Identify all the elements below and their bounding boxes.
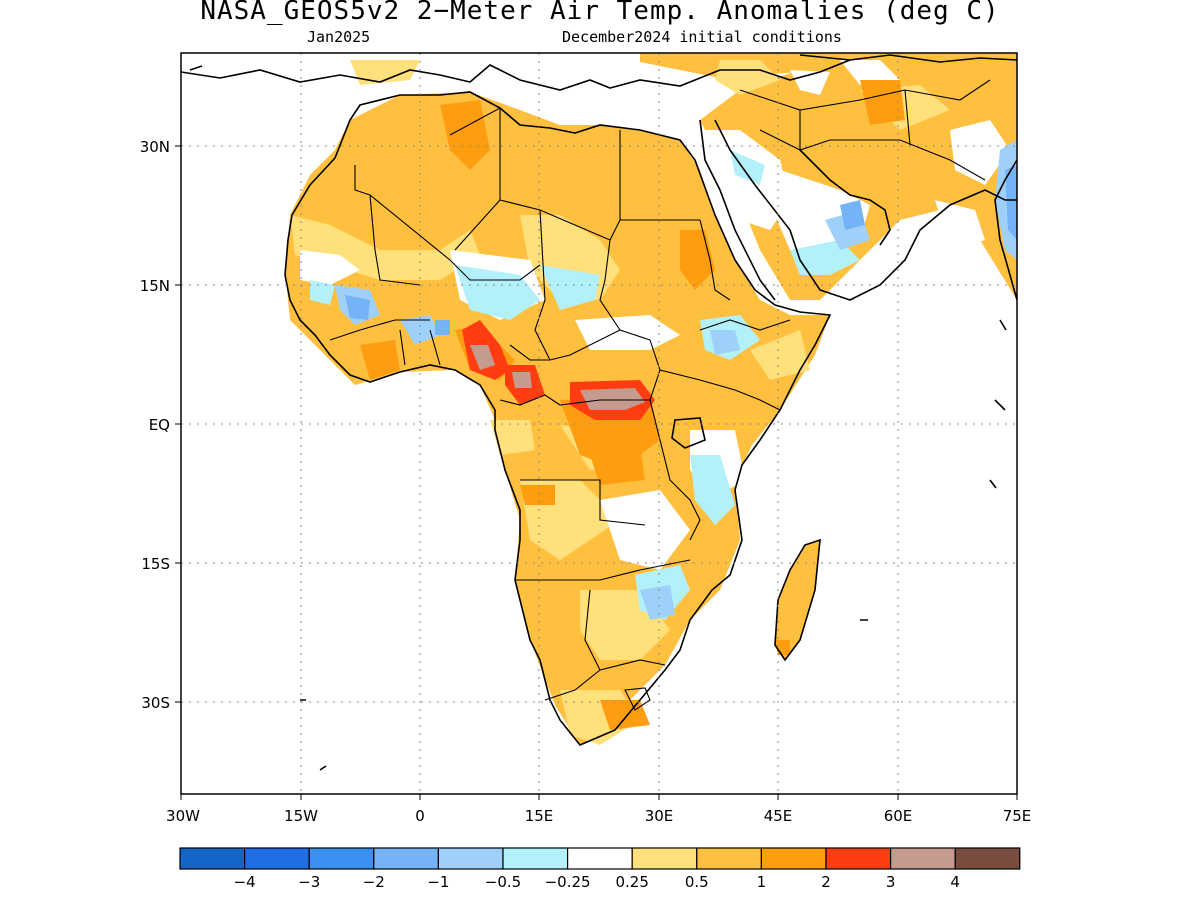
colorbar-label: −0.5 [485, 873, 521, 891]
map-plot-area [181, 53, 1017, 794]
lat-axis: 30N 15N EQ 15S 30S [140, 138, 181, 712]
colorbar-label: 4 [950, 873, 960, 891]
colorbar-label: 3 [886, 873, 896, 891]
colorbar-swatch [825, 847, 892, 870]
lat-tick-15n: 15N [140, 277, 170, 295]
colorbar-label: −0.25 [545, 873, 591, 891]
colorbar-label: 0.25 [615, 873, 648, 891]
lon-tick-30w: 30W [166, 807, 200, 825]
colorbar-swatch [889, 847, 956, 870]
lon-tick-15e: 15E [525, 807, 554, 825]
colorbar-swatch [308, 847, 375, 870]
colorbar-swatch [437, 847, 504, 870]
lon-tick-0: 0 [415, 807, 425, 825]
colorbar-swatch [954, 847, 1021, 870]
init-conditions-label: December2024 initial conditions [562, 28, 842, 46]
colorbar-label: −4 [234, 873, 256, 891]
colorbar-label: −1 [427, 873, 449, 891]
anomaly-3-4-zones [470, 345, 645, 410]
valid-month-label: Jan2025 [307, 28, 371, 46]
map-title: NASA_GEOS5v2 2−Meter Air Temp. Anomalies… [200, 0, 1000, 26]
coastlines [181, 54, 1017, 771]
lon-tick-75e: 75E [1003, 807, 1032, 825]
colorbar: −4 −3 −2 −1 −0.5 −0.25 0.25 0.5 1 2 3 4 [179, 847, 1021, 891]
colorbar-swatch [179, 847, 246, 870]
lon-tick-30e: 30E [645, 807, 674, 825]
colorbar-label: 0.5 [685, 873, 709, 891]
lon-tick-45e: 45E [764, 807, 793, 825]
colorbar-swatch [566, 847, 633, 870]
lon-tick-60e: 60E [884, 807, 913, 825]
lon-axis: 30W 15W 0 15E 30E 45E 60E 75E [166, 794, 1031, 825]
colorbar-swatch [502, 847, 569, 870]
colorbar-swatch [631, 847, 698, 870]
colorbar-label: 1 [757, 873, 767, 891]
map-gridlines [181, 53, 1017, 794]
lat-tick-30s: 30S [141, 694, 170, 712]
colorbar-swatch [696, 847, 762, 870]
colorbar-swatch [244, 847, 310, 870]
colorbar-swatch [373, 847, 439, 870]
lat-tick-eq: EQ [149, 416, 170, 434]
colorbar-label: 2 [821, 873, 831, 891]
country-borders [329, 79, 991, 711]
colorbar-label: −2 [363, 873, 385, 891]
lat-tick-15s: 15S [141, 555, 170, 573]
lat-tick-30n: 30N [140, 138, 170, 156]
colorbar-swatch [760, 847, 827, 870]
lon-tick-15w: 15W [284, 807, 318, 825]
colorbar-label: −3 [298, 873, 320, 891]
anomaly-neg1-zones [345, 165, 1017, 335]
